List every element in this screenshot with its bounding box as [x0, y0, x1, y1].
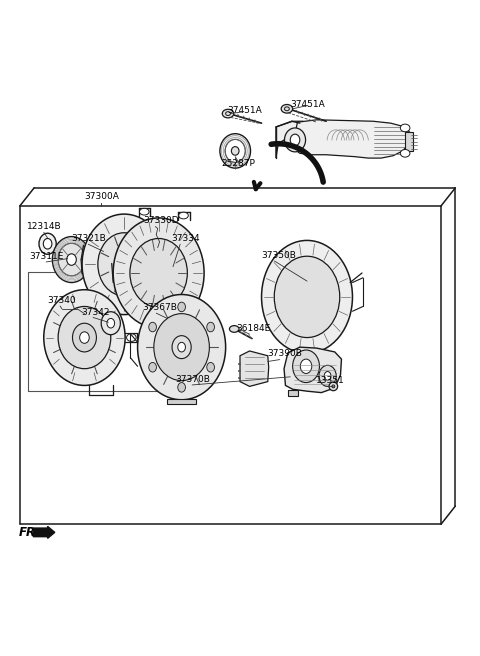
Polygon shape: [288, 390, 299, 396]
Text: 37390B: 37390B: [268, 349, 302, 358]
Text: 37311E: 37311E: [29, 252, 64, 261]
Ellipse shape: [101, 312, 120, 335]
Ellipse shape: [324, 371, 331, 380]
Ellipse shape: [138, 295, 226, 400]
Ellipse shape: [113, 218, 204, 328]
Ellipse shape: [154, 314, 209, 380]
Ellipse shape: [225, 140, 245, 163]
Ellipse shape: [319, 365, 336, 386]
Ellipse shape: [207, 322, 215, 332]
Text: 37340: 37340: [48, 296, 76, 304]
Ellipse shape: [160, 268, 181, 295]
Ellipse shape: [120, 260, 128, 269]
Text: 37350B: 37350B: [262, 251, 297, 260]
Ellipse shape: [222, 110, 234, 118]
Ellipse shape: [400, 124, 410, 132]
Ellipse shape: [80, 332, 89, 343]
Ellipse shape: [82, 214, 166, 315]
Ellipse shape: [178, 382, 185, 392]
Text: 37330D: 37330D: [144, 216, 179, 225]
Ellipse shape: [329, 382, 337, 391]
Ellipse shape: [178, 342, 185, 352]
Ellipse shape: [98, 233, 151, 296]
Ellipse shape: [58, 306, 111, 369]
Ellipse shape: [172, 336, 191, 359]
Text: 37370B: 37370B: [175, 375, 210, 384]
Polygon shape: [294, 120, 411, 158]
Ellipse shape: [220, 134, 251, 168]
Polygon shape: [276, 121, 303, 158]
Ellipse shape: [178, 302, 185, 312]
Ellipse shape: [290, 134, 300, 146]
Text: 13351: 13351: [316, 377, 344, 386]
Ellipse shape: [300, 359, 312, 373]
Ellipse shape: [72, 323, 96, 352]
Ellipse shape: [229, 325, 239, 333]
Ellipse shape: [130, 239, 187, 308]
Ellipse shape: [67, 254, 76, 265]
Ellipse shape: [293, 350, 320, 382]
Ellipse shape: [149, 322, 156, 332]
Ellipse shape: [207, 363, 215, 372]
Polygon shape: [284, 347, 341, 392]
Ellipse shape: [262, 240, 352, 354]
Ellipse shape: [231, 146, 239, 155]
Text: 37451A: 37451A: [291, 100, 325, 108]
Ellipse shape: [281, 104, 293, 113]
Ellipse shape: [44, 290, 125, 386]
Text: FR.: FR.: [19, 526, 41, 539]
Text: 37321B: 37321B: [72, 234, 106, 243]
Text: 37342: 37342: [81, 308, 109, 316]
Polygon shape: [240, 351, 269, 386]
Ellipse shape: [166, 275, 176, 287]
Polygon shape: [167, 399, 196, 403]
FancyArrow shape: [33, 526, 55, 539]
Ellipse shape: [127, 334, 136, 341]
Text: 37300A: 37300A: [84, 192, 120, 201]
Text: 37334: 37334: [171, 234, 200, 243]
Ellipse shape: [274, 256, 340, 338]
Text: 37367B: 37367B: [142, 302, 177, 312]
Ellipse shape: [52, 237, 91, 283]
Polygon shape: [405, 132, 413, 151]
Text: 36184E: 36184E: [236, 324, 270, 333]
Ellipse shape: [58, 243, 85, 276]
Ellipse shape: [115, 253, 134, 276]
Text: 12314B: 12314B: [27, 222, 61, 231]
Text: 25287P: 25287P: [222, 159, 256, 169]
Text: 37451A: 37451A: [227, 106, 262, 115]
Ellipse shape: [149, 363, 156, 372]
Ellipse shape: [43, 239, 52, 249]
Ellipse shape: [285, 128, 306, 152]
Ellipse shape: [39, 234, 56, 255]
Ellipse shape: [179, 212, 188, 219]
Ellipse shape: [107, 318, 115, 328]
Ellipse shape: [140, 209, 149, 215]
Ellipse shape: [400, 150, 410, 157]
